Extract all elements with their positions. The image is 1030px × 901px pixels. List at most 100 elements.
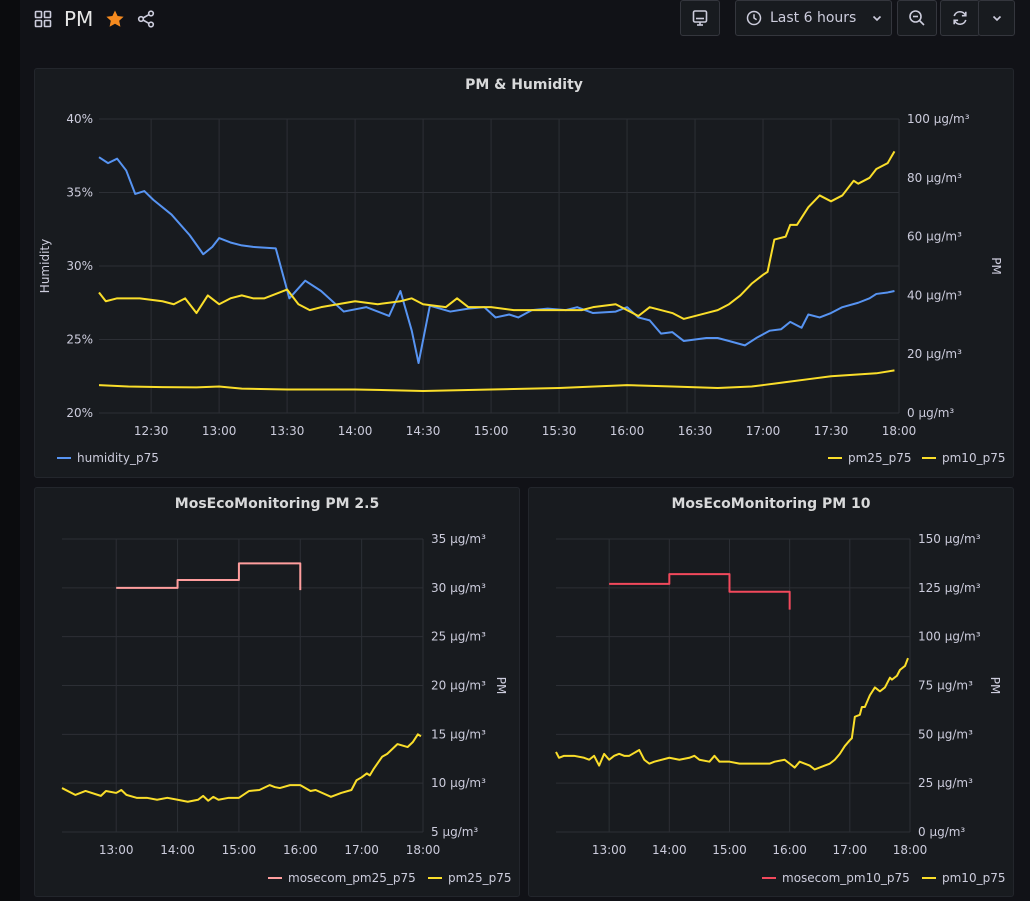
legend-item[interactable]: humidity_p75 [57,451,159,465]
x-tick-label: 17:30 [814,424,849,438]
y-tick-label: 10 µg/m³ [431,776,486,790]
x-tick-label: 17:00 [833,843,868,857]
pm10-chart[interactable]: 0 µg/m³ 25 µg/m³ 50 µg/m³ 75 µg/m³ 100 µg/m³… [529,488,1015,898]
series-line-mosecom-pm25-p75 [116,562,302,591]
y-tick-label: 125 µg/m³ [918,581,981,595]
y2-axis-label: PM [989,257,1003,275]
left-sidebar [0,0,20,901]
x-tick-label: 14:00 [160,843,195,857]
x-tick-label: 18:00 [882,424,917,438]
series-line-pm25-p75 [61,733,422,803]
y-tick-label: 20% [66,406,93,420]
zoom-out-icon [908,9,926,27]
legend-label: pm10_p75 [942,871,1006,885]
y2-tick-label: 20 µg/m³ [907,347,962,361]
legend-label: pm25_p75 [848,451,912,465]
y2-tick-label: 0 µg/m³ [907,406,954,420]
legend-swatch [922,457,936,459]
legend-item[interactable]: pm25_p75 [428,871,511,885]
x-tick-label: 15:00 [474,424,509,438]
y-tick-label: 15 µg/m³ [431,727,486,741]
x-tick-label: 13:00 [592,843,627,857]
y-axis-label: Humidity [38,239,52,293]
y-tick-label: 30% [66,259,93,273]
legend-swatch [922,877,936,879]
legend-label: mosecom_pm10_p75 [782,871,910,885]
y-tick-label: 25 µg/m³ [918,776,973,790]
y2-tick-label: 60 µg/m³ [907,230,962,244]
dashboard-title[interactable]: PM [64,7,94,31]
x-tick-label: 13:30 [270,424,305,438]
pm-humidity-chart[interactable]: 20% 25% 30% 35% 40% 0 µg/m³ 20 µg/m³ 40 µg/m³ 60… [35,69,1015,479]
legend-item[interactable]: mosecom_pm25_p75 [268,871,416,885]
legend-item[interactable]: mosecom_pm10_p75 [762,871,910,885]
y-tick-label: 0 µg/m³ [918,825,965,839]
x-tick-label: 18:00 [893,843,928,857]
clock-icon [746,10,762,26]
time-range-label: Last 6 hours [770,10,857,26]
legend-label: pm10_p75 [942,451,1006,465]
y2-tick-label: 80 µg/m³ [907,171,962,185]
legend-label: mosecom_pm25_p75 [288,871,416,885]
y-tick-label: 35% [66,186,93,200]
x-tick-label: 16:00 [610,424,645,438]
legend-swatch [762,877,776,879]
apps-grid-icon[interactable] [34,10,52,28]
legend-label: pm25_p75 [448,871,512,885]
legend-swatch [828,457,842,459]
panel-mosecomonitoring-pm10: MosEcoMonitoring PM 10 0 µg/m³ 25 µg/m³ 50… [528,487,1014,897]
legend-swatch [428,877,442,879]
dashboard-toolbar: PM Last 6 hours [20,0,1030,58]
pm25-chart[interactable]: 5 µg/m³ 10 µg/m³ 15 µg/m³ 20 µg/m³ 25 µg/m³ 3… [35,488,521,898]
x-tick-label: 13:00 [202,424,237,438]
y-tick-label: 25% [66,333,93,347]
refresh-icon [951,9,969,27]
refresh-button[interactable] [940,0,980,36]
x-tick-label: 14:30 [406,424,441,438]
panel-pm-humidity: PM & Humidity 20% 25% 30% 35% 40% 0 µg/m³ 20 µ… [34,68,1014,478]
panel-title[interactable]: MosEcoMonitoring PM 2.5 [174,496,380,512]
x-tick-label: 13:00 [99,843,134,857]
panel-mosecomonitoring-pm25: MosEcoMonitoring PM 2.5 5 µg/m³ 10 µg/m³ 1… [34,487,520,897]
series-line-pm10-p75 [98,150,896,320]
tv-mode-button[interactable] [680,0,720,36]
legend-item[interactable]: pm10_p75 [922,451,1005,465]
y-tick-label: 150 µg/m³ [918,532,981,546]
legend-item[interactable]: pm10_p75 [922,871,1005,885]
time-range-picker[interactable]: Last 6 hours [735,0,892,36]
y2-tick-label: 40 µg/m³ [907,288,962,302]
y-tick-label: 5 µg/m³ [431,825,478,839]
x-tick-label: 18:00 [406,843,441,857]
series-line-pm10-p75 [555,657,909,771]
panel-title[interactable]: MosEcoMonitoring PM 10 [671,496,871,512]
x-tick-label: 17:00 [746,424,781,438]
y-tick-label: 100 µg/m³ [918,630,981,644]
legend-item[interactable]: pm25_p75 [828,451,911,465]
series-line-pm25-p75 [98,369,895,392]
x-tick-label: 15:00 [222,843,257,857]
dashboard-header: PM [34,5,155,33]
panel-title[interactable]: PM & Humidity [465,77,583,93]
y-tick-label: 40% [66,112,93,126]
y-tick-label: 30 µg/m³ [431,581,486,595]
y-tick-label: 25 µg/m³ [431,630,486,644]
x-tick-label: 12:30 [134,424,169,438]
chevron-down-icon [871,12,883,24]
star-icon[interactable] [105,9,125,29]
legend-label: humidity_p75 [77,451,159,465]
y-tick-label: 75 µg/m³ [918,679,973,693]
y-tick-label: 50 µg/m³ [918,727,973,741]
x-tick-label: 15:00 [712,843,747,857]
x-tick-label: 14:00 [652,843,687,857]
y2-tick-label: 100 µg/m³ [907,112,970,126]
x-tick-label: 16:00 [772,843,807,857]
refresh-interval-dropdown[interactable] [978,0,1015,36]
share-icon[interactable] [137,10,155,28]
x-tick-label: 14:00 [338,424,373,438]
x-tick-label: 16:00 [283,843,318,857]
y-tick-label: 35 µg/m³ [431,532,486,546]
x-tick-label: 17:00 [344,843,379,857]
y2-axis-label: PM [988,677,1002,695]
chevron-down-icon [991,12,1003,24]
zoom-out-button[interactable] [897,0,937,36]
